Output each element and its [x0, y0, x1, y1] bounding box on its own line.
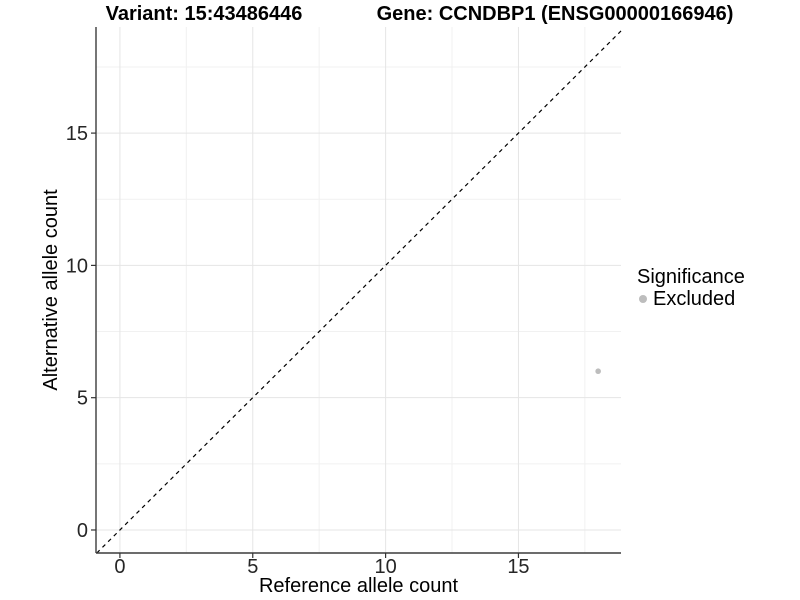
identity-line-layer [96, 30, 622, 554]
ticks-layer [91, 132, 520, 558]
y-tick-label: 10 [66, 255, 88, 277]
tick-labels-layer: 0 5 10 15 0 5 10 15 [66, 123, 530, 578]
y-tick-label: 5 [77, 388, 88, 410]
x-tick-label: 15 [507, 556, 529, 578]
legend-item-excluded: Excluded [637, 288, 745, 310]
x-tick-label: 10 [374, 556, 396, 578]
axis-titles-layer: Reference allele count Alternative allele… [40, 189, 458, 597]
y-tick-label: 0 [77, 520, 88, 542]
grid-minor-layer [96, 27, 621, 553]
gene-title: Gene: CCNDBP1 (ENSG00000166946) [376, 3, 734, 25]
y-tick-label: 15 [66, 123, 88, 145]
variant-title: Variant: 15:43486446 [105, 3, 303, 25]
data-point [595, 368, 601, 375]
data-points-layer [595, 368, 601, 375]
grid-major-layer [96, 27, 621, 553]
axes-layer [95, 27, 621, 554]
x-tick-label: 5 [247, 556, 258, 578]
legend: Significance Excluded [637, 266, 745, 310]
identity-dashed-line [96, 30, 622, 554]
legend-item-label: Excluded [653, 288, 736, 310]
y-axis-title: Alternative allele count [40, 189, 62, 391]
legend-key-dot [639, 295, 647, 303]
x-tick-label: 0 [114, 556, 125, 578]
legend-title: Significance [637, 266, 745, 288]
x-axis-title: Reference allele count [259, 575, 458, 597]
